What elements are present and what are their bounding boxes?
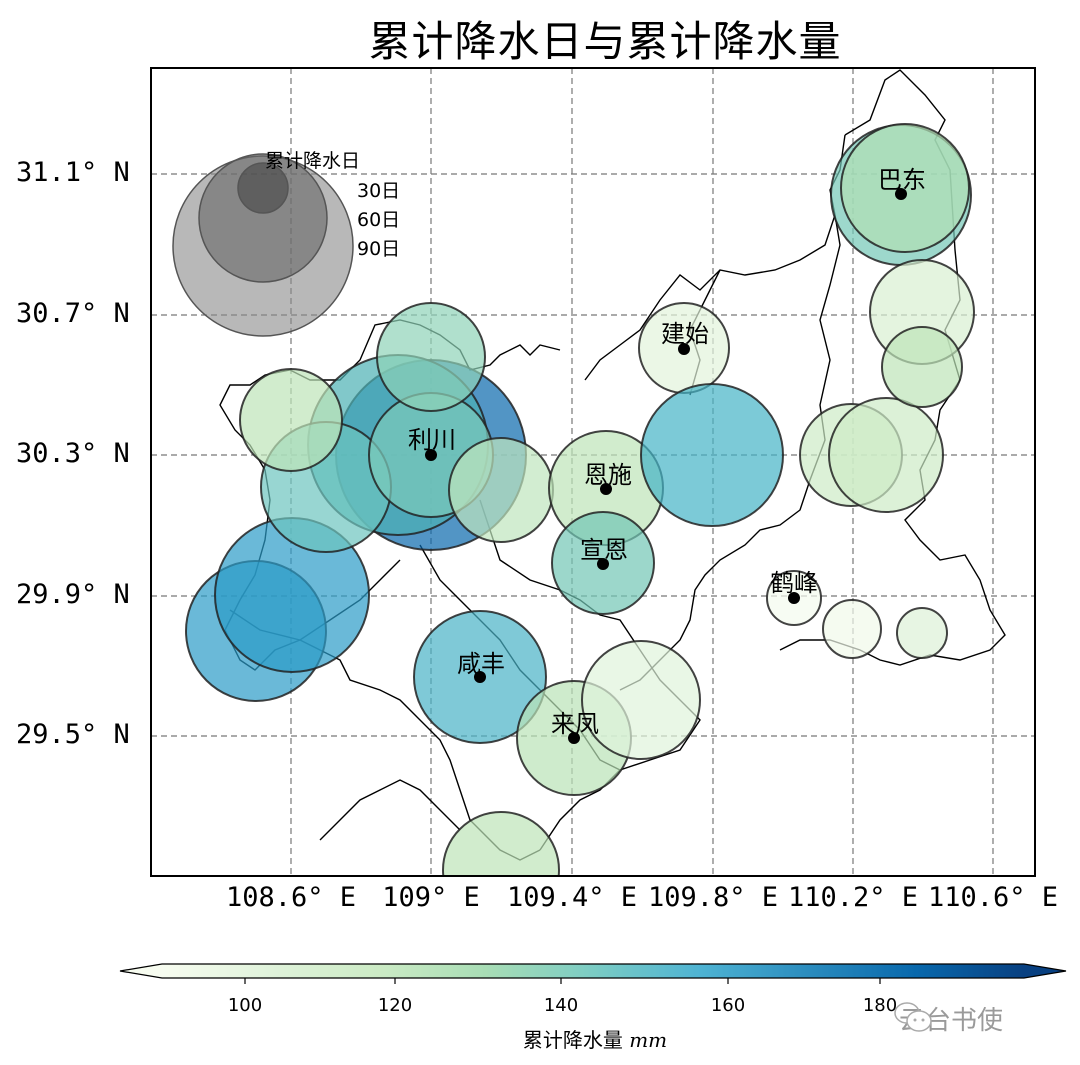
x-tick-label: 109.4° E (506, 882, 638, 913)
size-legend-label-60: 60日 (357, 209, 401, 231)
city-dot (600, 483, 612, 495)
city-dot (425, 449, 437, 461)
colorbar-tick: 160 (710, 995, 746, 1016)
bubble (239, 368, 343, 472)
bubble (376, 302, 486, 412)
size-legend-title: 累计降水日 (265, 150, 361, 172)
colorbar-tick: 140 (543, 995, 579, 1016)
city-dot (474, 671, 486, 683)
city-label-lichuan: 利川 (408, 426, 456, 454)
bubble (640, 383, 784, 527)
y-tick-label: 29.9° N (16, 579, 130, 610)
bubble (442, 811, 560, 876)
city-dot (597, 558, 609, 570)
bubble (896, 607, 948, 659)
city-label-jianshi: 建始 (661, 320, 709, 348)
city-label-xuanen: 宣恩 (580, 536, 628, 564)
city-markers (425, 188, 907, 744)
bubble (881, 326, 963, 408)
bubble (828, 397, 944, 513)
city-dot (895, 188, 907, 200)
city-dot (568, 732, 580, 744)
bubble (581, 640, 701, 760)
city-label-hefeng: 鹤峰 (770, 569, 818, 597)
x-tick-label: 108.6° E (225, 882, 357, 913)
size-legend (172, 153, 354, 337)
x-tick-label: 109.8° E (647, 882, 779, 913)
colorbar-tick: 180 (862, 995, 898, 1016)
city-label-enshi: 恩施 (584, 461, 632, 489)
data-bubbles (185, 123, 975, 876)
bubble (822, 599, 882, 659)
colorbar (119, 963, 1067, 984)
chart-title: 累计降水日与累计降水量 (368, 17, 842, 66)
y-tick-label: 30.7° N (16, 298, 130, 329)
size-legend-label-30: 30日 (357, 180, 401, 202)
watermark: 云台书使 (893, 1000, 1003, 1037)
city-label-xianfeng: 咸丰 (457, 650, 505, 678)
colorbar-tick: 120 (377, 995, 413, 1016)
colorbar-tick: 100 (227, 995, 263, 1016)
bubble (448, 437, 554, 543)
city-dot (788, 592, 800, 604)
y-tick-label: 29.5° N (16, 719, 130, 750)
city-label-badong: 巴东 (878, 166, 926, 194)
x-tick-label: 110.6° E (927, 882, 1059, 913)
bubble (840, 123, 970, 253)
y-tick-label: 30.3° N (16, 438, 130, 469)
colorbar-unit: mm (629, 1028, 668, 1052)
city-dot (678, 343, 690, 355)
x-tick-label: 109° E (382, 882, 480, 913)
city-label-laifeng: 来凤 (551, 710, 599, 738)
y-tick-label: 31.1° N (16, 157, 130, 188)
colorbar-label: 累计降水量 mm (0, 1024, 1080, 1053)
x-tick-label: 110.2° E (787, 882, 919, 913)
plot-frame (150, 67, 1036, 877)
colorbar-label-text: 累计降水量 (522, 1028, 623, 1052)
size-legend-label-90: 90日 (357, 238, 401, 260)
